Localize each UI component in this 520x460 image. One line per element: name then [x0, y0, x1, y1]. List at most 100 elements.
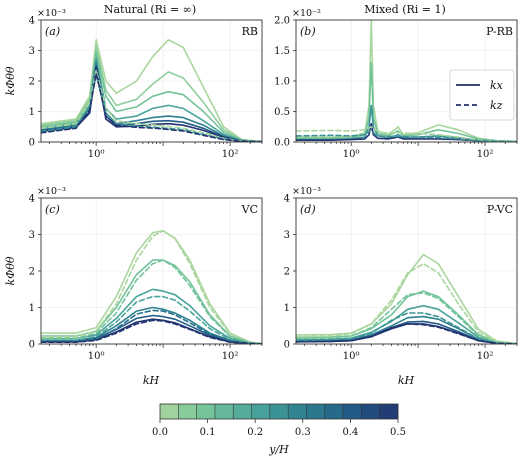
colorbar-ticks: 0.0 0.1 0.2 0.3 0.4 0.5	[152, 419, 406, 438]
series-group	[296, 253, 517, 344]
colorbar-cell	[361, 404, 380, 419]
panel-vc: 0 1 2 3 4 10⁰ 10² (c) VC ×10⁻³	[29, 186, 263, 362]
series-line-kz	[296, 323, 517, 344]
axes-frame	[295, 19, 518, 143]
y-tick-label: 2	[284, 267, 290, 278]
y-tick-label: 0.5	[274, 107, 290, 118]
axes-frame	[295, 197, 518, 345]
y-tick-label: 2	[29, 267, 35, 278]
y-axis-label-bottom: kΦθθ	[4, 256, 17, 285]
panel-label: (b)	[300, 25, 316, 38]
y-tick-label: 1	[29, 107, 35, 118]
axes-frame	[40, 19, 263, 143]
panel-label: (a)	[45, 25, 60, 38]
legend-label-kx: kx	[490, 79, 504, 92]
y-tick-label: 2	[29, 77, 35, 88]
series-line-kz	[41, 319, 262, 344]
series-line-kz	[41, 309, 262, 344]
case-label: VC	[241, 203, 258, 216]
y-tick-label: 3	[29, 46, 35, 57]
series-line-kz	[41, 72, 262, 142]
x-axis-label-right: kH	[398, 374, 415, 387]
series-line-kz	[296, 129, 517, 142]
x-tick-label: 10²	[477, 149, 494, 160]
colorbar-cell	[233, 404, 252, 419]
legend-label-kz: kz	[490, 99, 503, 112]
y-tick-label: 1	[284, 303, 290, 314]
x-tick-label: 10⁰	[343, 351, 360, 362]
series-line-kz	[296, 126, 517, 142]
case-label: RB	[242, 25, 258, 38]
panel-label: (c)	[45, 203, 60, 216]
y-tick-label: 4	[29, 194, 35, 205]
axis-multiplier: ×10⁻³	[37, 186, 66, 197]
series-line-kz	[41, 69, 262, 142]
colorbar-tick-label: 0.5	[390, 427, 406, 438]
series-group	[41, 230, 262, 344]
colorbar-cell	[288, 404, 307, 419]
y-tick-label: 3	[284, 230, 290, 241]
panel-label: (d)	[300, 203, 316, 216]
case-label: P-RB	[486, 25, 513, 38]
series-line-kz	[296, 292, 517, 344]
colorbar-label: y/H	[268, 443, 289, 456]
panel-rb: 0 1 2 3 4 10⁰ 10² (a) RB ×10⁻³	[29, 8, 263, 160]
series-line-kz	[41, 295, 262, 344]
colorbar-cell	[306, 404, 326, 419]
y-tick-label: 1.0	[274, 77, 290, 88]
y-tick-label: 3	[29, 230, 35, 241]
axis-multiplier: ×10⁻³	[292, 186, 321, 197]
x-tick-label: 10⁰	[88, 351, 105, 362]
axis-multiplier: ×10⁻³	[37, 8, 66, 19]
y-tick-label: 2.0	[274, 16, 290, 27]
series-line-kx	[296, 253, 517, 344]
colorbar-cell	[214, 404, 234, 419]
series-group	[296, 20, 517, 142]
series-line-kz	[296, 262, 517, 344]
x-tick-label: 10²	[477, 351, 494, 362]
panel-p-vc: 0 1 2 3 4 10⁰ 10² (d) P-VC ×10⁻³	[284, 186, 518, 362]
y-tick-label: 0	[284, 340, 290, 351]
colorbar-tick-label: 0.2	[247, 427, 263, 438]
colorbar-cells	[160, 404, 399, 419]
colorbar-cell	[269, 404, 289, 419]
axis-multiplier: ×10⁻²	[292, 8, 321, 19]
panels: 0 1 2 3 4 10⁰ 10² (a) RB ×10⁻³ 0.0 0.5 1.0 1.5 2.0 10⁰ 1…	[29, 8, 518, 362]
x-tick-label: 10⁰	[88, 149, 105, 160]
colorbar-cell	[178, 404, 197, 419]
colorbar-cell	[324, 404, 344, 419]
colorbar-cell	[251, 404, 271, 419]
y-tick-label: 1	[29, 303, 35, 314]
x-tick-label: 10⁰	[343, 149, 360, 160]
colorbar-tick-label: 0.0	[152, 427, 168, 438]
series-line-kz	[296, 312, 517, 344]
column-title-natural: Natural (Ri = ∞)	[104, 3, 196, 16]
series-group	[41, 38, 262, 142]
colorbar-cell	[343, 404, 362, 419]
series-line-kx	[41, 288, 262, 344]
colorbar-tick-label: 0.3	[295, 427, 311, 438]
axes-frame	[40, 197, 263, 345]
y-tick-label: 4	[284, 194, 290, 205]
y-axis-label-top: kΦθθ	[4, 66, 17, 95]
y-tick-label: 0.0	[274, 138, 290, 149]
column-title-mixed: Mixed (Ri = 1)	[364, 3, 446, 16]
y-tick-label: 1.5	[274, 46, 290, 57]
colorbar-tick-label: 0.4	[342, 427, 358, 438]
x-axis-label-left: kH	[143, 374, 160, 387]
legend-box	[449, 69, 515, 121]
colorbar-cell	[196, 404, 216, 419]
colorbar-tick-label: 0.1	[200, 427, 216, 438]
series-line-kz	[41, 259, 262, 344]
x-tick-label: 10²	[222, 351, 239, 362]
colorbar-cell	[379, 404, 399, 419]
series-line-kz	[41, 230, 262, 344]
colorbar: 0.0 0.1 0.2 0.3 0.4 0.5 y/H	[152, 403, 406, 456]
y-tick-label: 0	[29, 340, 35, 351]
colorbar-frame	[159, 403, 399, 420]
case-label: P-VC	[487, 203, 513, 216]
y-tick-label: 4	[29, 16, 35, 27]
legend: kx kz	[449, 69, 515, 121]
y-tick-label: 0	[29, 138, 35, 149]
